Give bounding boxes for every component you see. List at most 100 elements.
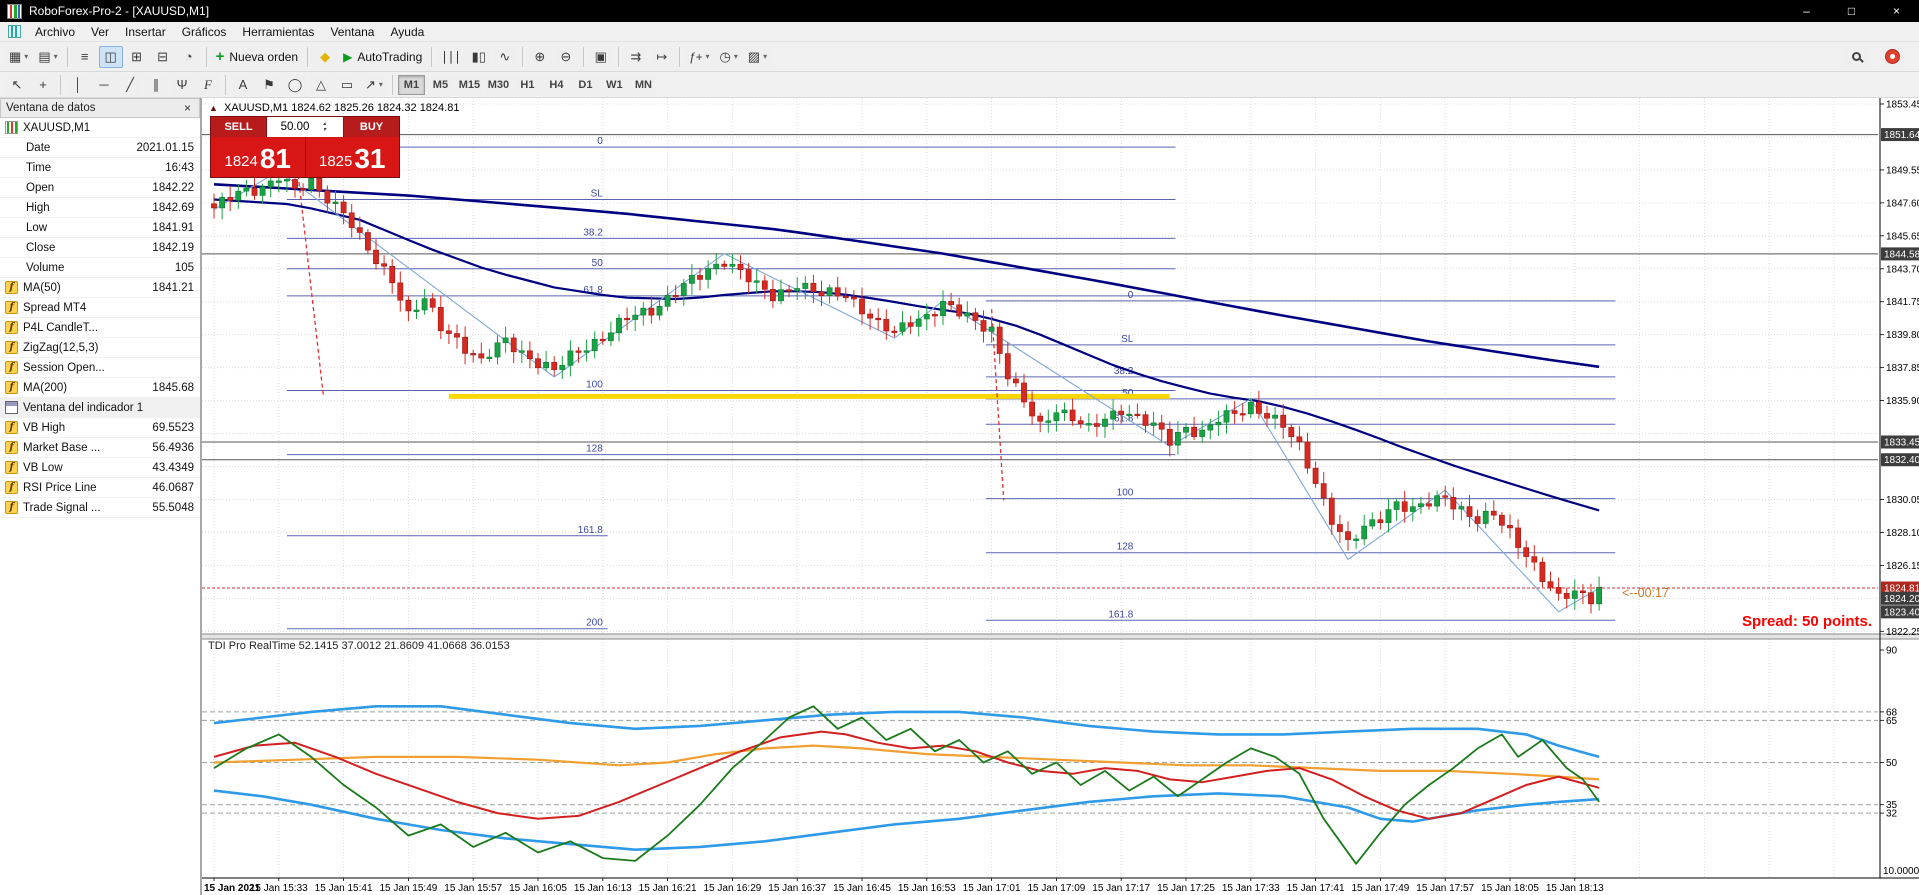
sell-button[interactable]: SELL (211, 117, 267, 137)
row-label: VB Low (23, 462, 63, 474)
equidistant-channel-button[interactable]: ∥ (144, 74, 168, 96)
svg-text:1824.20: 1824.20 (1884, 594, 1919, 605)
timeframe-h4-button[interactable]: H4 (543, 75, 570, 95)
menu-item-archivo[interactable]: Archivo (27, 23, 83, 41)
cursor-button[interactable]: ↖ (5, 74, 29, 96)
timeframe-m5-button[interactable]: M5 (427, 75, 454, 95)
data-window-title: Ventana de datos (6, 102, 96, 114)
text-label-button[interactable]: ⚑ (257, 74, 281, 96)
svg-text:15 Jan 17:41: 15 Jan 17:41 (1287, 883, 1345, 894)
ask-price[interactable]: 1825 31 (306, 137, 400, 177)
chevron-down-icon[interactable]: ▾ (763, 52, 767, 61)
spinner-down-icon[interactable]: ▾ (323, 127, 326, 133)
zoom-in-button[interactable]: ⊕ (528, 46, 552, 68)
timeframe-mn-button[interactable]: MN (630, 75, 657, 95)
chart-bars-button[interactable]: ∣∣∣ (437, 46, 465, 68)
timeframe-m30-button[interactable]: M30 (485, 75, 512, 95)
crosshair-button[interactable]: + (31, 74, 55, 96)
ellipse-button[interactable]: ◯ (283, 74, 307, 96)
svg-text:1837.85: 1837.85 (1886, 363, 1919, 374)
menu-item-insertar[interactable]: Insertar (117, 23, 174, 41)
timeframe-d1-button[interactable]: D1 (572, 75, 599, 95)
navigator-button[interactable]: ⊞ (125, 46, 149, 68)
terminal-button[interactable]: ⊟ (151, 46, 175, 68)
data-window-button[interactable]: ◫ (99, 46, 123, 68)
close-button[interactable]: × (1874, 0, 1919, 22)
trendline-button[interactable]: ╱ (118, 74, 142, 96)
triangle-button[interactable]: △ (309, 74, 333, 96)
toolbar-separator (67, 47, 68, 67)
timeframe-m1-button[interactable]: M1 (398, 75, 425, 95)
vertical-line-button[interactable]: │ (66, 74, 90, 96)
row-label: Ventana del indicador 1 (23, 402, 143, 414)
zoom-out-button[interactable]: ⊖ (554, 46, 578, 68)
new-order-icon: + (216, 49, 225, 64)
svg-text:1830.05: 1830.05 (1886, 495, 1919, 506)
volume-input[interactable] (267, 121, 323, 133)
timeframe-h1-button[interactable]: H1 (514, 75, 541, 95)
chart-line-button[interactable]: ∿ (493, 46, 517, 68)
periods-button[interactable]: ◷▾ (715, 46, 741, 68)
chevron-down-icon[interactable]: ▾ (24, 52, 28, 61)
andrews-pitchfork-icon: Ψ (177, 78, 188, 91)
arrows-button[interactable]: ↗▾ (361, 74, 387, 96)
periods-icon: ◷ (719, 50, 730, 63)
row-value: 43.4349 (146, 462, 194, 474)
new-chart-button[interactable]: ▦▾ (5, 46, 32, 68)
row-label: Close (26, 242, 55, 254)
svg-text:200: 200 (586, 618, 603, 629)
templates-button[interactable]: ▨▾ (744, 46, 771, 68)
chevron-down-icon[interactable]: ▾ (54, 52, 58, 61)
close-icon[interactable]: × (181, 101, 194, 115)
horizontal-line-button[interactable]: ─ (92, 74, 116, 96)
chart-candles-button[interactable]: ▮▯ (467, 46, 491, 68)
app-icon (7, 4, 22, 19)
chart-window-icon[interactable] (8, 25, 21, 38)
buy-button[interactable]: BUY (343, 117, 399, 137)
market-watch-button[interactable]: ≡ (73, 46, 97, 68)
metaeditor-button[interactable]: ◆ (313, 46, 337, 68)
bid-price[interactable]: 1824 81 (211, 137, 305, 177)
menu-item-herramientas[interactable]: Herramientas (234, 23, 322, 41)
chart-canvas[interactable]: 0SL38.25061.8100128161.82000SL38.25061.8… (202, 98, 1919, 895)
minimize-button[interactable]: – (1784, 0, 1829, 22)
menu-item-ver[interactable]: Ver (83, 23, 117, 41)
new-order-button[interactable]: +Nueva orden (212, 46, 302, 68)
andrews-pitchfork-button[interactable]: Ψ (170, 74, 194, 96)
chevron-down-icon[interactable]: ▾ (705, 52, 709, 61)
row-label: Date (26, 142, 50, 154)
data-window-row: fMarket Base ...56.4936 (0, 438, 200, 458)
community-button[interactable] (1880, 46, 1904, 68)
volume-field[interactable]: ▴▾ (267, 117, 343, 137)
menu-item-gráficos[interactable]: Gráficos (174, 23, 235, 41)
toolbar-separator (431, 47, 432, 67)
svg-text:1845.65: 1845.65 (1886, 231, 1919, 242)
timeframe-m15-button[interactable]: M15 (456, 75, 483, 95)
row-label: ZigZag(12,5,3) (23, 342, 98, 354)
profiles-button[interactable]: ▤▾ (34, 46, 61, 68)
maximize-button[interactable]: □ (1829, 0, 1874, 22)
timeframe-w1-button[interactable]: W1 (601, 75, 628, 95)
text-button[interactable]: A (231, 74, 255, 96)
autotrading-button[interactable]: ▶AutoTrading (339, 46, 426, 68)
trade-panel-collapse-icon[interactable]: ▲ (209, 103, 218, 113)
pane-splitter[interactable] (202, 634, 1919, 639)
row-label: Spread MT4 (23, 302, 86, 314)
rectangle-button[interactable]: ▭ (335, 74, 359, 96)
chevron-down-icon[interactable]: ▾ (734, 52, 738, 61)
search-button[interactable] (1844, 46, 1868, 68)
tile-windows-button[interactable]: ▣ (589, 46, 613, 68)
auto-scroll-button[interactable]: ⇉ (624, 46, 648, 68)
svg-text:SL: SL (1121, 334, 1134, 345)
trendline-icon: ╱ (126, 78, 134, 91)
data-window-row: fTrade Signal ...55.5048 (0, 498, 200, 518)
fibonacci-retracement-button[interactable]: F (196, 74, 220, 96)
indicators-button[interactable]: ƒ+▾ (685, 46, 714, 68)
menu-item-ayuda[interactable]: Ayuda (382, 23, 432, 41)
data-window-row: XAUUSD,M1 (0, 118, 200, 138)
chevron-down-icon[interactable]: ▾ (379, 80, 383, 89)
menu-item-ventana[interactable]: Ventana (322, 23, 382, 41)
volume-spinner[interactable]: ▴▾ (323, 121, 328, 133)
chart-shift-button[interactable]: ↦ (650, 46, 674, 68)
strategy-tester-button[interactable]: ◔ (177, 46, 201, 68)
